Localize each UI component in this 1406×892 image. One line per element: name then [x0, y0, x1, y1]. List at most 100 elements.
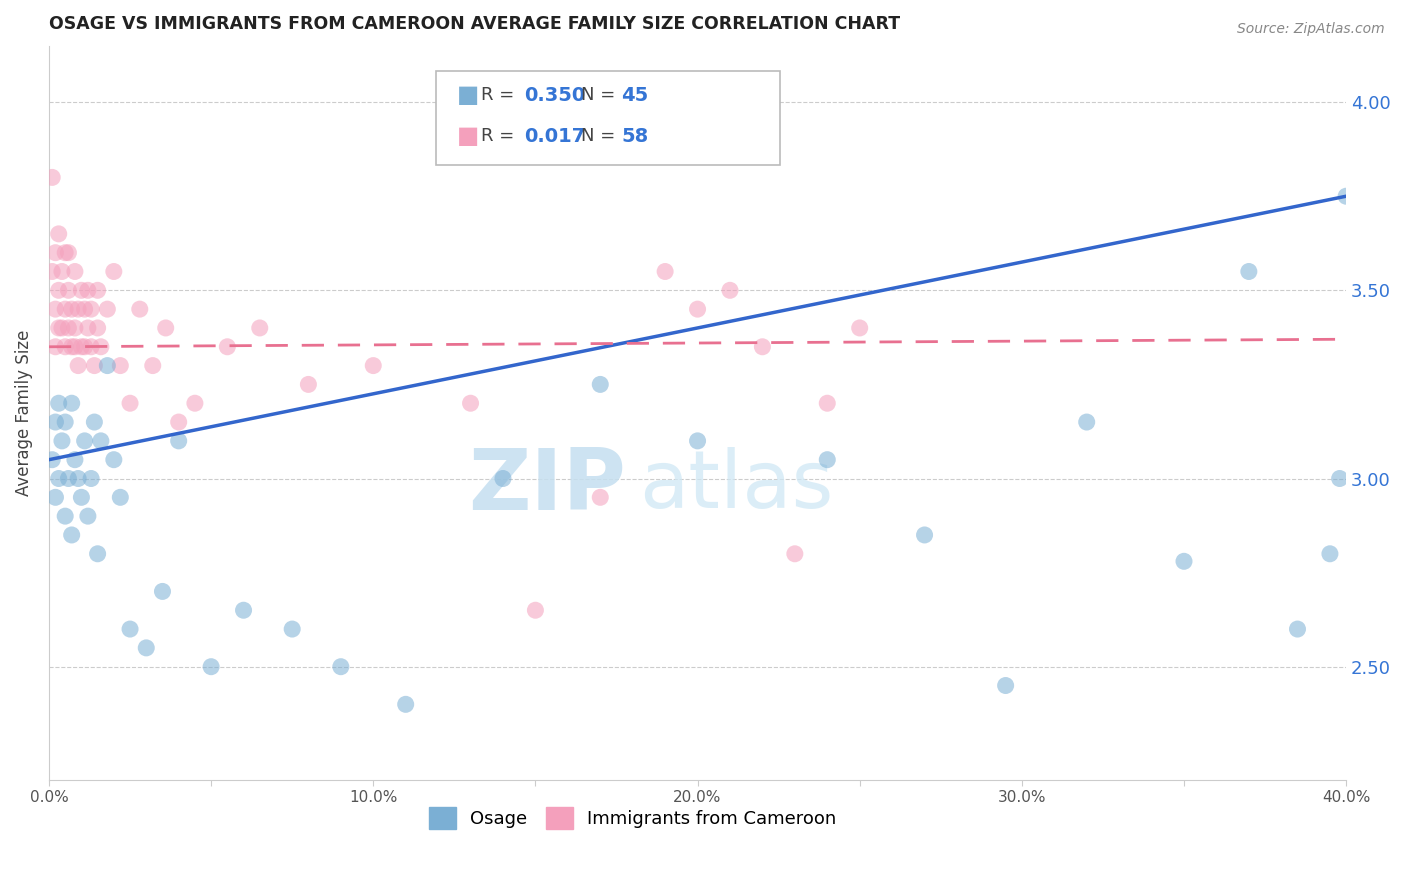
Text: atlas: atlas: [640, 447, 834, 525]
Point: [63, 321, 86, 335]
Point: [1237, 264, 1260, 278]
Point: [70, 283, 93, 297]
Point: [86, 547, 108, 561]
Text: 0.350: 0.350: [524, 86, 586, 105]
Point: [44, 340, 66, 354]
Point: [329, 659, 352, 673]
Point: [83, 415, 105, 429]
Point: [167, 434, 190, 448]
Point: [77, 509, 100, 524]
Point: [1329, 471, 1351, 485]
Point: [524, 603, 547, 617]
Point: [281, 622, 304, 636]
Point: [53, 302, 76, 317]
Point: [48, 471, 70, 485]
Text: ZIP: ZIP: [468, 444, 626, 527]
Point: [70, 340, 93, 354]
Text: N =: N =: [581, 128, 620, 145]
Text: ■: ■: [457, 84, 479, 107]
Point: [492, 471, 515, 485]
Point: [63, 264, 86, 278]
Point: [686, 302, 709, 317]
Point: [60, 528, 83, 542]
Point: [361, 359, 384, 373]
Point: [152, 584, 174, 599]
Point: [914, 528, 936, 542]
Point: [90, 434, 112, 448]
Point: [48, 227, 70, 241]
Point: [86, 283, 108, 297]
Point: [80, 340, 103, 354]
Point: [96, 359, 118, 373]
Point: [1076, 415, 1098, 429]
Point: [589, 491, 612, 505]
Point: [460, 396, 482, 410]
Point: [51, 434, 73, 448]
Point: [44, 245, 66, 260]
Point: [77, 283, 100, 297]
Point: [51, 264, 73, 278]
Point: [135, 640, 157, 655]
Point: [53, 340, 76, 354]
Point: [48, 283, 70, 297]
Point: [128, 302, 150, 317]
Point: [718, 283, 741, 297]
Point: [60, 396, 83, 410]
Point: [1173, 554, 1195, 568]
Point: [155, 321, 177, 335]
Point: [53, 415, 76, 429]
Point: [80, 471, 103, 485]
Point: [58, 321, 80, 335]
Point: [53, 245, 76, 260]
Point: [297, 377, 319, 392]
Point: [184, 396, 207, 410]
Point: [67, 302, 90, 317]
Point: [1286, 622, 1309, 636]
Point: [118, 396, 141, 410]
Point: [96, 302, 118, 317]
Text: OSAGE VS IMMIGRANTS FROM CAMEROON AVERAGE FAMILY SIZE CORRELATION CHART: OSAGE VS IMMIGRANTS FROM CAMEROON AVERAG…: [49, 15, 900, 33]
Text: R =: R =: [481, 87, 520, 104]
Point: [86, 321, 108, 335]
Point: [815, 452, 838, 467]
Point: [41, 170, 63, 185]
Point: [217, 340, 239, 354]
Point: [41, 452, 63, 467]
Point: [48, 396, 70, 410]
Point: [994, 679, 1017, 693]
Point: [110, 491, 132, 505]
Point: [783, 547, 806, 561]
Point: [249, 321, 271, 335]
Point: [73, 340, 96, 354]
Text: ■: ■: [457, 125, 479, 148]
Point: [395, 698, 418, 712]
Point: [44, 491, 66, 505]
Point: [41, 264, 63, 278]
Point: [44, 415, 66, 429]
Point: [1319, 547, 1341, 561]
Point: [67, 359, 90, 373]
Point: [110, 359, 132, 373]
Point: [83, 359, 105, 373]
Point: [200, 659, 222, 673]
Point: [103, 452, 125, 467]
Point: [67, 471, 90, 485]
Point: [58, 245, 80, 260]
Point: [686, 434, 709, 448]
Point: [48, 321, 70, 335]
Point: [848, 321, 870, 335]
Text: 45: 45: [621, 86, 648, 105]
Point: [118, 622, 141, 636]
Point: [654, 264, 676, 278]
Point: [142, 359, 165, 373]
Text: 0.017: 0.017: [524, 127, 586, 146]
Point: [70, 491, 93, 505]
Point: [751, 340, 773, 354]
Point: [73, 302, 96, 317]
Point: [58, 283, 80, 297]
Text: 58: 58: [621, 127, 648, 146]
Point: [815, 396, 838, 410]
Point: [103, 264, 125, 278]
Point: [1334, 189, 1357, 203]
Point: [60, 340, 83, 354]
